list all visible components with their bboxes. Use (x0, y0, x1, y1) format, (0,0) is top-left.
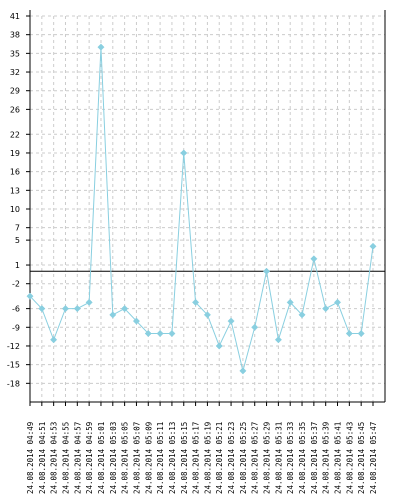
y-tick-label: -15 (7, 361, 20, 370)
y-tick-label: 29 (10, 87, 20, 96)
y-tick-label: 32 (10, 68, 20, 77)
x-tick-label: 24.08.2014 05:47 (369, 422, 378, 494)
y-tick-label: 7 (15, 224, 20, 233)
x-tick-label: 24.08.2014 04:57 (73, 422, 82, 494)
x-tick-label: 24.08.2014 05:35 (298, 422, 307, 494)
x-tick-label: 24.08.2014 05:21 (215, 422, 224, 494)
data-point-marker (333, 298, 342, 306)
data-point-marker (215, 342, 223, 350)
data-point-marker (26, 292, 34, 300)
y-tick-label: 22 (10, 130, 20, 139)
x-tick-label: 24.08.2014 05:29 (263, 422, 272, 494)
data-point-marker (298, 311, 306, 319)
data-point-marker (61, 305, 70, 313)
data-point-marker (239, 367, 247, 375)
data-point-marker (144, 329, 152, 338)
data-point-marker (73, 305, 81, 313)
x-tick-label: 24.08.2014 05:07 (132, 422, 141, 494)
x-tick-label: 24.08.2014 05:39 (322, 422, 331, 494)
data-point-marker (227, 317, 235, 325)
x-tick-label: 24.08.2014 05:43 (345, 422, 354, 494)
data-point-marker (180, 149, 188, 157)
data-point-marker (85, 298, 93, 306)
y-tick-label: -2 (12, 280, 20, 289)
data-point-marker (97, 43, 105, 51)
y-tick-label: 1 (15, 261, 20, 270)
x-tick-label: 24.08.2014 04:55 (61, 422, 70, 494)
label-layer: 41 38 35 32 29 26 22 19 16 13 10 7 5 1 -2 -6 -9 -12 -15 -18… (7, 12, 378, 494)
x-tick-label: 24.08.2014 05:15 (180, 422, 189, 494)
data-point-marker (109, 311, 117, 319)
y-tick-label: 35 (10, 49, 20, 58)
y-tick-label: -18 (7, 379, 20, 388)
data-point-marker (357, 329, 365, 338)
x-tick-label: 24.08.2014 05:37 (310, 422, 319, 494)
x-tick-label: 24.08.2014 05:31 (274, 422, 283, 494)
data-point-marker (121, 305, 129, 313)
x-tick-label: 24.08.2014 05:03 (109, 422, 118, 494)
data-point-marker (50, 336, 58, 344)
series-line (29, 47, 374, 372)
data-point-marker (286, 298, 294, 306)
y-tick-label: 38 (10, 31, 20, 40)
data-point-marker (168, 329, 176, 338)
x-tick-label: 24.08.2014 05:17 (192, 422, 201, 494)
x-tick-label: 24.08.2014 05:01 (97, 422, 106, 494)
data-point-marker (322, 305, 330, 313)
y-tick-label: 19 (10, 149, 20, 158)
data-point-marker (274, 336, 282, 344)
x-tick-label: 24.08.2014 05:33 (286, 422, 295, 494)
x-tick-label: 24.08.2014 05:19 (203, 422, 212, 494)
series-layer (26, 43, 377, 375)
data-point-marker (192, 298, 200, 306)
x-tick-label: 24.08.2014 05:45 (357, 422, 366, 494)
y-tick-label: 5 (15, 236, 20, 245)
axis-layer (26, 10, 386, 406)
data-point-marker (156, 329, 164, 338)
x-tick-label: 24.08.2014 05:11 (156, 422, 165, 494)
x-tick-label: 24.08.2014 05:41 (334, 422, 343, 494)
x-tick-label: 24.08.2014 04:53 (50, 422, 59, 494)
x-tick-label: 24.08.2014 04:51 (38, 422, 47, 494)
y-tick-label: -6 (12, 305, 20, 314)
y-tick-label: -12 (7, 342, 20, 351)
x-tick-label: 24.08.2014 05:27 (251, 422, 260, 494)
y-tick-label: 41 (10, 12, 20, 21)
data-point-marker (262, 267, 271, 275)
x-tick-label: 24.08.2014 05:23 (227, 422, 236, 494)
y-tick-label: 13 (10, 186, 20, 195)
x-tick-label: 24.08.2014 05:13 (168, 422, 177, 494)
data-point-marker (310, 255, 318, 263)
y-tick-label: 10 (10, 205, 20, 214)
x-tick-label: 24.08.2014 04:59 (85, 422, 94, 494)
grid-layer (29, 15, 385, 402)
y-tick-label: -9 (12, 323, 20, 332)
x-tick-label: 24.08.2014 05:25 (239, 422, 248, 494)
data-point-marker (251, 323, 259, 331)
data-point-marker (38, 305, 46, 313)
data-point-marker (345, 329, 353, 338)
y-tick-label: 26 (10, 105, 20, 114)
x-tick-label: 24.08.2014 05:05 (121, 422, 130, 494)
x-tick-label: 24.08.2014 04:49 (26, 422, 35, 494)
y-tick-label: 16 (10, 168, 20, 177)
data-point-marker (369, 242, 377, 250)
data-point-marker (132, 317, 141, 325)
data-point-marker (203, 311, 211, 319)
x-tick-label: 24.08.2014 05:09 (144, 422, 153, 494)
